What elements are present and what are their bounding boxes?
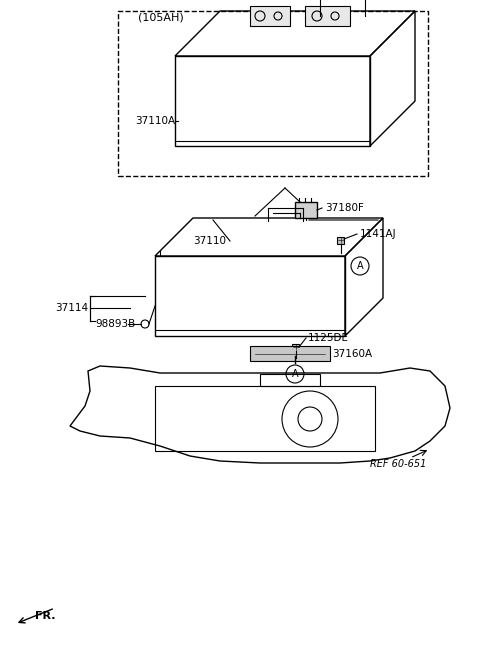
Text: 37110A: 37110A (135, 116, 175, 126)
Bar (155, 386, 375, 451)
Bar (295, 202, 317, 218)
Polygon shape (250, 346, 330, 361)
Bar (292, 344, 299, 351)
Text: 37160A: 37160A (332, 349, 372, 359)
Text: FR.: FR. (35, 611, 56, 621)
Text: A: A (357, 261, 363, 271)
Bar (260, 374, 320, 386)
Text: 37114: 37114 (55, 303, 88, 313)
Bar (118, 11, 428, 176)
Bar (250, 6, 290, 26)
Bar (337, 237, 344, 244)
Text: 1125DE: 1125DE (308, 333, 349, 343)
Text: 1141AJ: 1141AJ (360, 229, 396, 239)
Text: 37180F: 37180F (325, 203, 364, 213)
Text: 98893B: 98893B (95, 319, 135, 329)
Text: REF 60-651: REF 60-651 (370, 459, 426, 469)
Text: 37110: 37110 (193, 236, 226, 246)
Text: (105AH): (105AH) (138, 13, 184, 23)
Bar (305, 6, 350, 26)
Text: A: A (292, 369, 298, 379)
